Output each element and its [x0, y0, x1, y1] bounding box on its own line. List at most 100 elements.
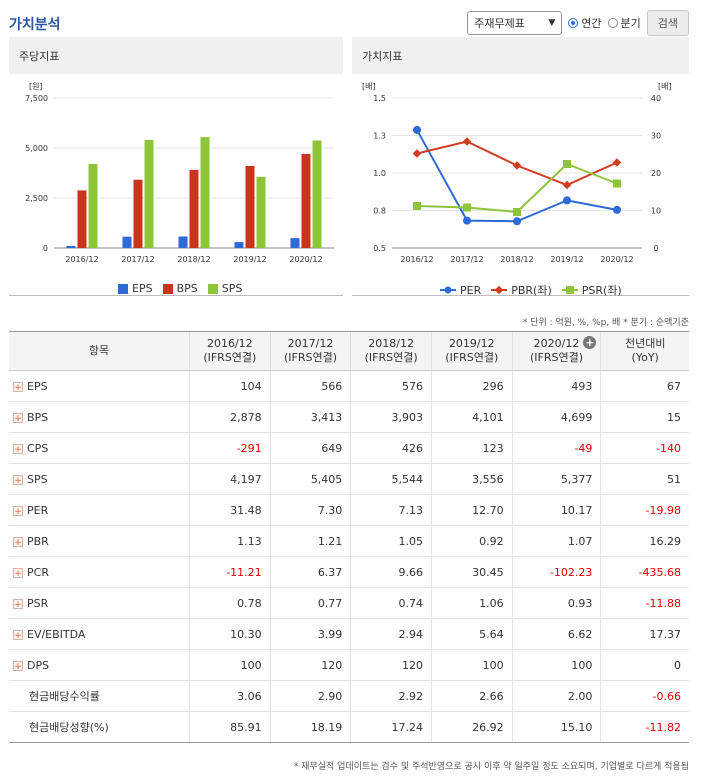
table-cell: 7.13: [350, 494, 432, 526]
row-label-cell: 현금배당성향(%): [9, 711, 190, 743]
row-label-cell[interactable]: + PER: [9, 494, 190, 526]
expand-row-icon[interactable]: +: [13, 536, 23, 548]
row-label: PER: [27, 503, 49, 517]
expand-row-icon[interactable]: +: [13, 629, 23, 641]
table-row: 현금배당수익률 3.06 2.90 2.92 2.66 2.00 -0.66: [9, 680, 689, 712]
bar-chart: [원] 0 2,500 5,000 7,500 2016/12 2017/12 2018/12…: [25, 82, 334, 264]
row-label-cell: 현금배당수익률: [9, 680, 190, 712]
x-tick-label: 2017/12: [121, 255, 154, 264]
bar-bps: [77, 190, 87, 248]
table-cell: 1.13: [189, 525, 271, 557]
row-label: PCR: [27, 565, 49, 579]
statement-select[interactable]: 주재무제표 ▼: [467, 11, 563, 35]
column-header: 2017/12 (IFRS연결): [269, 331, 351, 371]
row-label: PSR: [27, 596, 49, 610]
table-cell: -102.23: [511, 556, 601, 588]
expand-row-icon[interactable]: +: [13, 443, 23, 455]
column-header-sub: (IFRS연결): [203, 351, 257, 364]
table-cell: 2.92: [350, 680, 432, 712]
column-header-sub: (IFRS연결): [445, 351, 499, 364]
table-cell: 100: [189, 649, 271, 681]
table-header-row: 항목 2016/12 (IFRS연결) 2017/12 (IFRS연결) 2018/12(…: [9, 331, 689, 371]
expand-row-icon[interactable]: +: [13, 381, 23, 393]
expand-row-icon[interactable]: +: [13, 660, 23, 672]
row-label-cell[interactable]: + SPS: [9, 463, 190, 495]
legend-eps: EPS: [118, 282, 153, 295]
table-row: + PSR 0.78 0.77 0.74 1.06 0.93 -11.88: [9, 587, 689, 619]
row-label-cell[interactable]: + DPS: [9, 649, 190, 681]
table-cell: 576: [350, 370, 432, 402]
expand-row-icon[interactable]: +: [13, 598, 23, 610]
expand-row-icon[interactable]: +: [13, 567, 23, 579]
row-label-cell[interactable]: + PCR: [9, 556, 190, 588]
table-cell: 4,699: [511, 401, 601, 433]
radio-quarter[interactable]: 분기: [607, 15, 641, 31]
select-value: 주재무제표: [474, 17, 525, 30]
column-header-sub: (IFRS연결): [283, 351, 337, 364]
y-left-tick-label: 1.3: [373, 132, 386, 141]
row-label-cell[interactable]: + EV/EBITDA: [9, 618, 190, 650]
bar-sps: [312, 140, 322, 248]
table-cell: 1.06: [430, 587, 513, 619]
table-cell: -435.68: [600, 556, 689, 588]
point-psr: [413, 202, 421, 210]
table-cell: 100: [430, 649, 513, 681]
page-title: 가치분석: [9, 17, 61, 33]
bar-bps: [189, 169, 199, 248]
row-label-cell[interactable]: + PBR: [9, 525, 190, 557]
line-chart-legend: PER PBR(좌) PSR(좌): [440, 282, 622, 298]
legend-bps: BPS: [162, 282, 198, 295]
table-cell: 6.37: [269, 556, 351, 588]
x-tick-label: 2016/12: [400, 255, 433, 264]
radio-quarter-label: 분기: [620, 17, 641, 30]
row-label-cell[interactable]: + BPS: [9, 401, 190, 433]
table-cell: 9.66: [350, 556, 432, 588]
y-left-tick-label: 0.8: [373, 207, 386, 216]
table-cell: 4,101: [430, 401, 513, 433]
table-cell: 10.17: [511, 494, 601, 526]
value-table: 항목 2016/12 (IFRS연결) 2017/12 (IFRS연결) 2018/12(…: [9, 331, 689, 743]
radio-annual[interactable]: 연간: [568, 15, 602, 31]
table-cell: 15: [600, 401, 689, 433]
y-axis-right-unit: [배]: [658, 82, 672, 91]
x-tick-label: 2019/12: [550, 255, 583, 264]
row-label-cell[interactable]: + PSR: [9, 587, 190, 619]
table-cell: 16.29: [600, 525, 689, 557]
expand-row-icon[interactable]: +: [13, 505, 23, 517]
column-header-sub: (YoY): [631, 351, 659, 364]
column-header-sub: (IFRS연결): [530, 351, 584, 364]
table-cell: 6.62: [511, 618, 601, 650]
row-label: DPS: [27, 658, 50, 672]
expand-row-icon[interactable]: +: [13, 474, 23, 486]
row-label-cell[interactable]: + EPS: [9, 370, 190, 402]
panel-title: 주당지표: [9, 37, 343, 74]
point-per: [513, 217, 521, 226]
table-cell: -49: [511, 432, 601, 464]
expand-columns-icon[interactable]: +: [583, 336, 597, 349]
x-tick-label: 2019/12: [233, 255, 266, 264]
search-button[interactable]: 검색: [646, 10, 689, 36]
y-tick-label: 2,500: [25, 194, 48, 203]
table-cell: 3.99: [269, 618, 351, 650]
table-cell: 296: [430, 370, 513, 402]
row-label: 현금배당성향(%): [29, 721, 109, 734]
column-header-label: 2016/12: [206, 337, 253, 350]
row-label: SPS: [27, 472, 48, 486]
row-label-cell[interactable]: + CPS: [9, 432, 190, 464]
table-row: + PCR -11.21 6.37 9.66 30.45 -102.23 -435.68: [9, 556, 689, 588]
column-header-label: 2018/12: [368, 337, 414, 350]
table-cell: 426: [350, 432, 432, 464]
bar-eps: [234, 242, 244, 248]
valuation-panel: 가치지표 [배] [배] 0.5 0.8 1.0 1.3 1.5 0 10 20 30 40 2016/…: [352, 37, 689, 296]
table-cell: 51: [600, 463, 689, 495]
table-cell: 7.30: [269, 494, 351, 526]
radio-checked-icon: [568, 18, 579, 28]
point-pbr: [462, 137, 472, 146]
expand-row-icon[interactable]: +: [13, 412, 23, 424]
column-header: 2016/12 (IFRS연결): [189, 331, 271, 371]
table-cell: 4,197: [189, 463, 271, 495]
y-tick-label: 7,500: [25, 94, 48, 103]
column-header: 2018/12 (IFRS연결): [350, 331, 432, 371]
table-cell: 67: [600, 370, 689, 402]
table-cell: 493: [511, 370, 601, 402]
